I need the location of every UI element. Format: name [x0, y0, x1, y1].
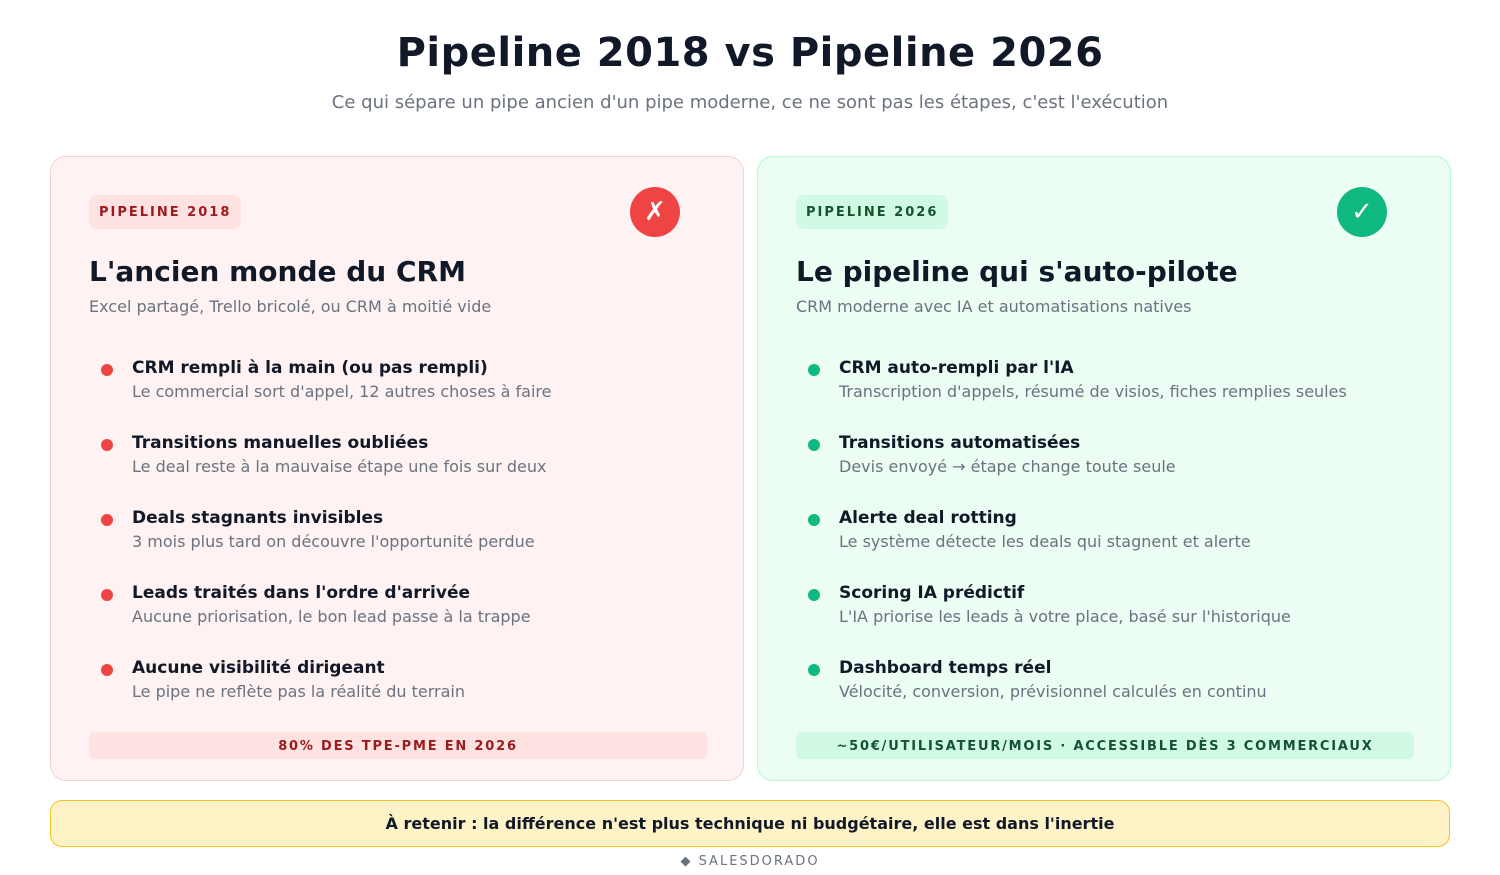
item-title: Alerte deal rotting	[839, 508, 1017, 528]
item-title: Aucune visibilité dirigeant	[132, 658, 385, 678]
item-desc: Le système détecte les deals qui stagnen…	[839, 532, 1251, 551]
item-title: Transitions manuelles oubliées	[132, 433, 429, 453]
card-pipeline-2018: PIPELINE 2018 ✗ L'ancien monde du CRM Ex…	[50, 156, 744, 781]
item-title: CRM auto-rempli par l'IA	[839, 358, 1074, 378]
bullet-dot-icon	[101, 439, 113, 451]
list-item: CRM auto-rempli par l'IA Transcription d…	[796, 357, 1416, 432]
bullet-dot-icon	[808, 589, 820, 601]
card-footer-badge: ~50€/UTILISATEUR/MOIS · ACCESSIBLE DÈS 3…	[796, 732, 1414, 759]
item-desc: Transcription d'appels, résumé de visios…	[839, 382, 1347, 401]
bullet-dot-icon	[808, 664, 820, 676]
item-desc: 3 mois plus tard on découvre l'opportuni…	[132, 532, 535, 551]
item-desc: Le pipe ne reflète pas la réalité du ter…	[132, 682, 465, 701]
item-desc: Devis envoyé → étape change toute seule	[839, 457, 1176, 476]
list-item: Scoring IA prédictif L'IA priorise les l…	[796, 582, 1416, 657]
card-subtitle: CRM moderne avec IA et automatisations n…	[796, 297, 1192, 316]
list-item: CRM rempli à la main (ou pas rempli) Le …	[89, 357, 709, 432]
item-title: Leads traités dans l'ordre d'arrivée	[132, 583, 470, 603]
card-pipeline-2026: PIPELINE 2026 ✓ Le pipeline qui s'auto-p…	[757, 156, 1451, 781]
bullet-dot-icon	[808, 439, 820, 451]
item-title: Deals stagnants invisibles	[132, 508, 384, 528]
item-desc: Le commercial sort d'appel, 12 autres ch…	[132, 382, 552, 401]
item-desc: Le deal reste à la mauvaise étape une fo…	[132, 457, 547, 476]
bullet-dot-icon	[808, 364, 820, 376]
list-item: Deals stagnants invisibles 3 mois plus t…	[89, 507, 709, 582]
card-footer-badge: 80% DES TPE-PME EN 2026	[89, 732, 707, 759]
list-item: Transitions manuelles oubliées Le deal r…	[89, 432, 709, 507]
card-title: Le pipeline qui s'auto-pilote	[796, 255, 1238, 288]
item-desc: Aucune priorisation, le bon lead passe à…	[132, 607, 531, 626]
check-icon: ✓	[1337, 187, 1387, 237]
cross-icon: ✗	[630, 187, 680, 237]
list-item: Leads traités dans l'ordre d'arrivée Auc…	[89, 582, 709, 657]
list-item: Aucune visibilité dirigeant Le pipe ne r…	[89, 657, 709, 732]
card-title: L'ancien monde du CRM	[89, 255, 466, 288]
item-list: CRM rempli à la main (ou pas rempli) Le …	[89, 357, 709, 732]
item-title: Transitions automatisées	[839, 433, 1081, 453]
bullet-dot-icon	[101, 514, 113, 526]
takeaway-banner: À retenir : la différence n'est plus tec…	[50, 800, 1450, 847]
bullet-dot-icon	[808, 514, 820, 526]
tag-pipeline-2018: PIPELINE 2018	[89, 195, 242, 229]
item-desc: L'IA priorise les leads à votre place, b…	[839, 607, 1291, 626]
item-title: Scoring IA prédictif	[839, 583, 1025, 603]
list-item: Transitions automatisées Devis envoyé → …	[796, 432, 1416, 507]
list-item: Dashboard temps réel Vélocité, conversio…	[796, 657, 1416, 732]
bullet-dot-icon	[101, 589, 113, 601]
item-desc: Vélocité, conversion, prévisionnel calcu…	[839, 682, 1267, 701]
card-subtitle: Excel partagé, Trello bricolé, ou CRM à …	[89, 297, 492, 316]
item-list: CRM auto-rempli par l'IA Transcription d…	[796, 357, 1416, 732]
bullet-dot-icon	[101, 364, 113, 376]
page-title: Pipeline 2018 vs Pipeline 2026	[396, 30, 1104, 76]
brand-footer: ◆ SALESDORADO	[680, 854, 820, 869]
page-subtitle: Ce qui sépare un pipe ancien d'un pipe m…	[331, 92, 1169, 113]
bullet-dot-icon	[101, 664, 113, 676]
item-title: Dashboard temps réel	[839, 658, 1052, 678]
list-item: Alerte deal rotting Le système détecte l…	[796, 507, 1416, 582]
tag-pipeline-2026: PIPELINE 2026	[796, 195, 949, 229]
item-title: CRM rempli à la main (ou pas rempli)	[132, 358, 488, 378]
